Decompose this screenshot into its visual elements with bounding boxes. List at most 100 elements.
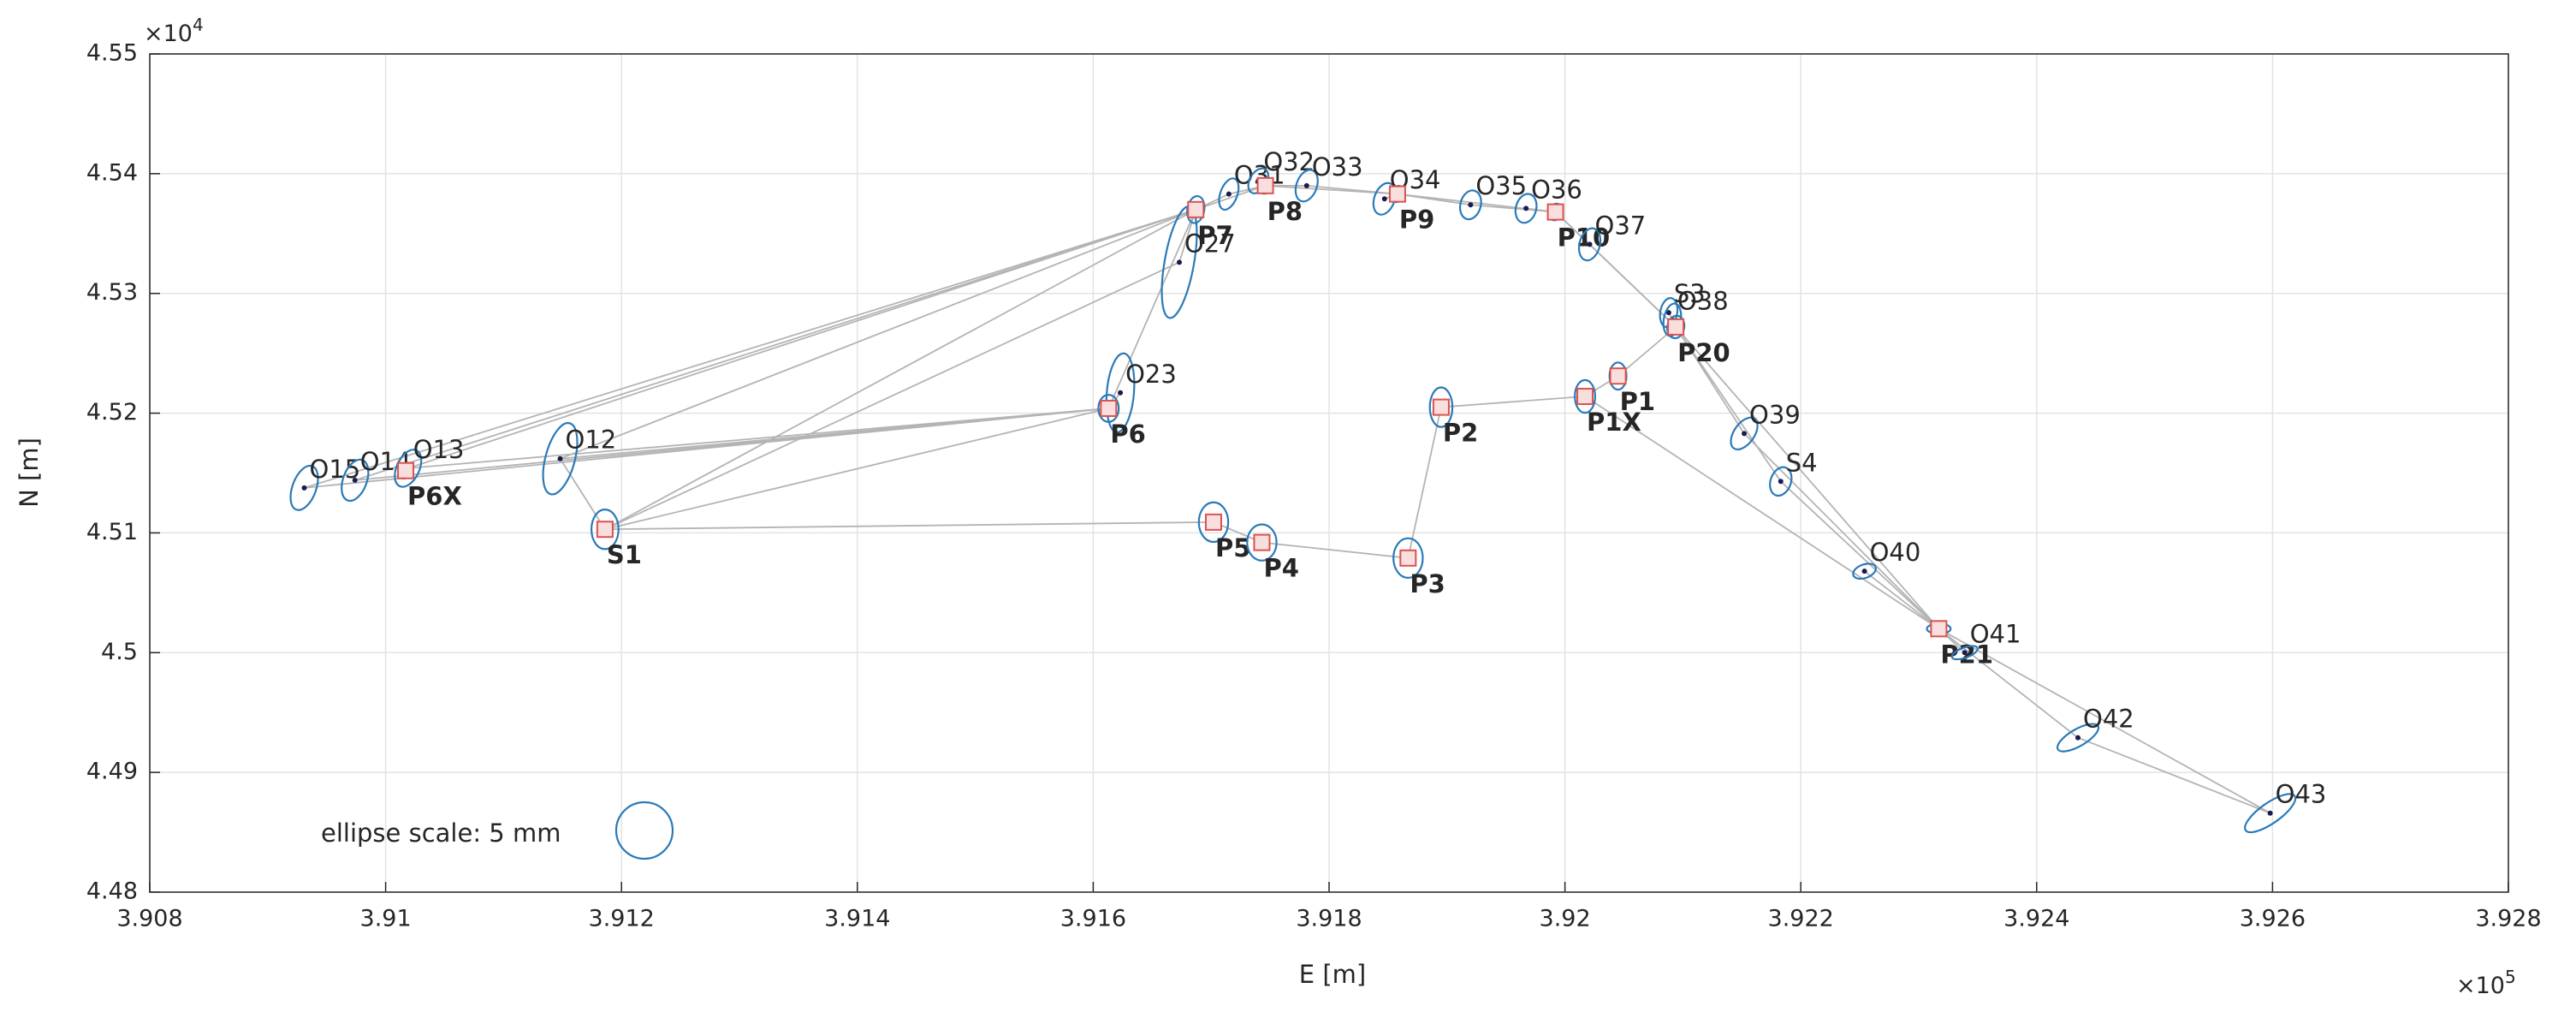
observation-line — [2077, 736, 2270, 814]
station-marker — [1576, 387, 1594, 405]
error-ellipse — [2056, 723, 2100, 753]
observation-line — [604, 261, 1180, 531]
station-marker — [1667, 318, 1685, 336]
target-marker — [1226, 191, 1232, 197]
target-label: O35 — [1475, 171, 1527, 200]
station-label: P6X — [407, 482, 462, 511]
x-tick-label: 3.916 — [1060, 906, 1126, 932]
target-marker — [2267, 810, 2273, 816]
error-ellipse — [289, 464, 319, 511]
observation-line — [560, 208, 1196, 460]
y-multiplier-exponent: 4 — [193, 15, 204, 35]
target-marker — [1962, 650, 1968, 656]
error-ellipse — [1428, 386, 1454, 428]
y-multiplier-base: ×10 — [144, 21, 193, 47]
target-label: S4 — [1786, 448, 1818, 477]
observation-line — [1743, 432, 1940, 629]
target-marker — [1587, 241, 1593, 247]
error-ellipse — [1197, 501, 1230, 544]
error-ellipse — [341, 458, 370, 503]
target-marker — [1118, 390, 1124, 396]
x-tick-label: 3.928 — [2475, 906, 2541, 932]
station-marker — [1253, 533, 1271, 551]
observation-line — [1938, 628, 2271, 814]
target-label: O36 — [1531, 175, 1582, 204]
error-ellipse — [1574, 378, 1597, 414]
y-tick-label: 4.51 — [86, 519, 138, 545]
observation-line — [304, 208, 1196, 489]
target-marker — [557, 455, 563, 461]
target-label: O33 — [1312, 152, 1363, 182]
station-label: P6 — [1110, 420, 1145, 449]
x-tick-label: 3.914 — [824, 906, 890, 932]
station-marker — [596, 521, 614, 539]
observation-line — [1675, 326, 1940, 629]
x-tick-label: 3.908 — [116, 906, 182, 932]
error-ellipse — [1458, 189, 1482, 221]
station-label: P7 — [1197, 221, 1232, 250]
target-marker — [1665, 310, 1671, 316]
observation-line — [407, 408, 1109, 469]
y-tick-label: 4.52 — [86, 399, 138, 426]
observation-line — [604, 521, 1214, 531]
error-ellipse — [1392, 537, 1424, 579]
target-label: O32 — [1263, 147, 1315, 176]
observation-line — [1938, 628, 2079, 739]
x-tick-label: 3.91 — [360, 906, 412, 932]
observation-line — [1588, 243, 1677, 328]
station-label: P4 — [1263, 554, 1298, 583]
observation-line — [354, 208, 1196, 481]
target-marker — [1468, 202, 1474, 208]
error-ellipse — [1950, 645, 1979, 661]
station-label: P1X — [1587, 408, 1641, 437]
station-marker — [1432, 398, 1450, 416]
observation-line — [1195, 184, 1266, 211]
station-label: P9 — [1399, 205, 1434, 235]
x-tick-label: 3.92 — [1540, 906, 1591, 932]
observation-line — [1675, 326, 1782, 482]
target-marker — [1523, 205, 1529, 211]
station-label: P3 — [1410, 569, 1445, 598]
observation-line — [1440, 396, 1586, 408]
target-marker — [1778, 479, 1784, 485]
y-tick-label: 4.55 — [86, 40, 138, 67]
station-label: P20 — [1677, 338, 1730, 367]
station-marker — [1399, 549, 1417, 567]
x-tick-label: 3.926 — [2240, 906, 2306, 932]
station-marker — [1930, 620, 1948, 638]
observation-line — [604, 408, 1109, 531]
target-marker — [1303, 182, 1309, 188]
station-label: P21 — [1940, 640, 1993, 669]
target-label: O15 — [310, 455, 361, 484]
error-ellipse — [1097, 394, 1120, 423]
x-tick-label: 3.918 — [1296, 906, 1362, 932]
target-label: O38 — [1677, 286, 1729, 315]
x-multiplier-base: ×10 — [2456, 973, 2505, 999]
error-ellipse — [542, 421, 579, 496]
station-marker — [1546, 203, 1564, 221]
y-tick-label: 4.53 — [86, 279, 138, 306]
error-ellipse — [1294, 169, 1319, 203]
error-ellipse — [1105, 352, 1136, 433]
observation-line — [1864, 570, 1939, 630]
y-axis-label: N [m] — [15, 438, 44, 508]
y-tick-label: 4.48 — [86, 878, 138, 905]
observation-line — [559, 458, 606, 530]
x-axis-label: E [m] — [1299, 960, 1366, 989]
error-ellipse — [2244, 793, 2297, 834]
y-multiplier: ×104 — [144, 15, 204, 47]
target-label: O23 — [1125, 360, 1177, 389]
target-marker — [1176, 259, 1182, 265]
y-tick-label: 4.49 — [86, 759, 138, 785]
x-tick-label: 3.924 — [2003, 906, 2069, 932]
target-label: S3 — [1674, 279, 1706, 308]
observation-lines — [304, 180, 2271, 814]
observation-line — [407, 208, 1196, 469]
station-marker — [1100, 399, 1118, 417]
observation-line — [1178, 209, 1197, 263]
station-marker — [1388, 185, 1406, 203]
y-tick-label: 4.54 — [86, 159, 138, 186]
x-tick-label: 3.922 — [1768, 906, 1834, 932]
